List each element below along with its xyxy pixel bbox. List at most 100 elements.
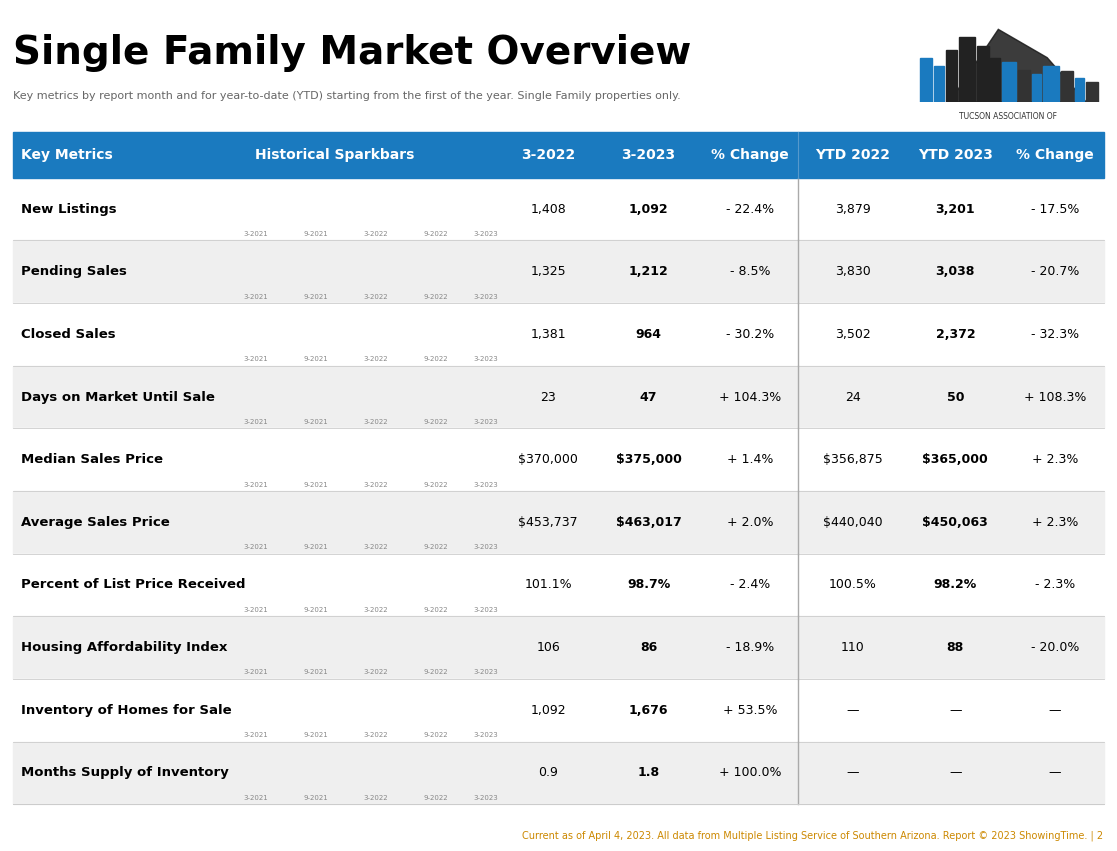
Bar: [372, 577, 381, 597]
Text: $375,000: $375,000: [615, 454, 681, 466]
Bar: [313, 199, 321, 222]
Text: 9-2022: 9-2022: [423, 231, 448, 237]
Bar: [442, 213, 450, 222]
Text: 3-2022: 3-2022: [363, 231, 388, 237]
Bar: [422, 391, 431, 409]
Bar: [432, 336, 441, 347]
Bar: [293, 574, 300, 597]
Bar: [293, 526, 300, 535]
Bar: [273, 405, 280, 409]
Text: 3-2021: 3-2021: [244, 357, 268, 363]
Text: Percent of List Price Received: Percent of List Price Received: [21, 579, 246, 591]
Text: 47: 47: [640, 391, 657, 403]
Bar: [342, 454, 351, 472]
Bar: [362, 639, 371, 660]
Bar: [402, 643, 411, 660]
Text: 9-2021: 9-2021: [303, 607, 328, 613]
Bar: [283, 324, 290, 347]
Bar: [323, 258, 331, 284]
Text: YTD 2022: YTD 2022: [815, 148, 890, 162]
Text: 1,676: 1,676: [629, 704, 668, 717]
Bar: [422, 446, 431, 472]
Bar: [392, 642, 401, 660]
Text: 1,325: 1,325: [531, 266, 566, 278]
Bar: [483, 328, 490, 347]
Bar: [332, 322, 341, 347]
Text: 9-2021: 9-2021: [303, 795, 328, 801]
Bar: [483, 203, 490, 222]
Bar: [332, 774, 341, 785]
Text: 9-2022: 9-2022: [423, 294, 448, 300]
Text: Months Supply of Inventory: Months Supply of Inventory: [21, 767, 229, 780]
Bar: [293, 714, 300, 722]
Text: 9-2022: 9-2022: [423, 732, 448, 738]
Bar: [1043, 66, 1059, 102]
Text: 3-2023: 3-2023: [472, 482, 498, 488]
Bar: [1061, 71, 1072, 102]
Text: 3-2022: 3-2022: [363, 294, 388, 300]
Bar: [323, 197, 331, 222]
Text: 3-2023: 3-2023: [621, 148, 676, 162]
Bar: [432, 211, 441, 222]
Bar: [262, 197, 271, 222]
Bar: [392, 448, 401, 472]
Bar: [392, 334, 401, 347]
Bar: [442, 271, 450, 284]
Bar: [303, 525, 311, 535]
Bar: [252, 201, 261, 222]
Text: 3-2023: 3-2023: [472, 732, 498, 738]
Bar: [382, 269, 391, 284]
Bar: [323, 636, 331, 660]
Text: $356,875: $356,875: [823, 454, 882, 466]
Bar: [262, 260, 271, 284]
Text: + 2.0%: + 2.0%: [727, 516, 773, 528]
Bar: [483, 258, 490, 284]
Text: $453,737: $453,737: [518, 516, 579, 528]
Bar: [283, 780, 290, 785]
Bar: [483, 514, 490, 535]
Text: 3-2022: 3-2022: [363, 732, 388, 738]
Bar: [342, 195, 351, 222]
Bar: [483, 766, 490, 785]
Text: 3-2022: 3-2022: [363, 670, 388, 676]
Bar: [452, 697, 460, 722]
Bar: [412, 207, 421, 222]
Bar: [462, 331, 470, 347]
Bar: [452, 386, 460, 409]
Bar: [313, 259, 321, 284]
Bar: [432, 697, 441, 722]
Bar: [432, 645, 441, 660]
Bar: [283, 634, 290, 660]
Bar: [323, 572, 331, 597]
Bar: [362, 197, 371, 222]
Bar: [332, 571, 341, 597]
Bar: [273, 528, 280, 535]
Text: —: —: [847, 767, 859, 780]
Text: 9-2022: 9-2022: [423, 795, 448, 801]
Bar: [262, 322, 271, 347]
Bar: [273, 196, 280, 222]
Bar: [422, 209, 431, 222]
Text: 3,879: 3,879: [834, 203, 870, 215]
Bar: [352, 638, 361, 660]
Bar: [483, 703, 490, 722]
Bar: [303, 713, 311, 722]
Bar: [432, 448, 441, 472]
Bar: [362, 266, 371, 284]
Text: Key Metrics: Key Metrics: [21, 148, 113, 162]
Text: - 8.5%: - 8.5%: [729, 266, 771, 278]
Text: - 30.2%: - 30.2%: [726, 328, 774, 341]
Bar: [483, 453, 490, 472]
Bar: [252, 320, 261, 347]
Text: Average Sales Price: Average Sales Price: [21, 516, 170, 528]
Bar: [442, 696, 450, 722]
Bar: [442, 759, 450, 785]
Bar: [412, 274, 421, 284]
Bar: [352, 403, 361, 409]
Bar: [1031, 74, 1041, 102]
Text: 86: 86: [640, 641, 657, 654]
Bar: [372, 702, 381, 722]
Bar: [252, 403, 261, 409]
Bar: [412, 582, 421, 597]
Bar: [412, 510, 421, 535]
